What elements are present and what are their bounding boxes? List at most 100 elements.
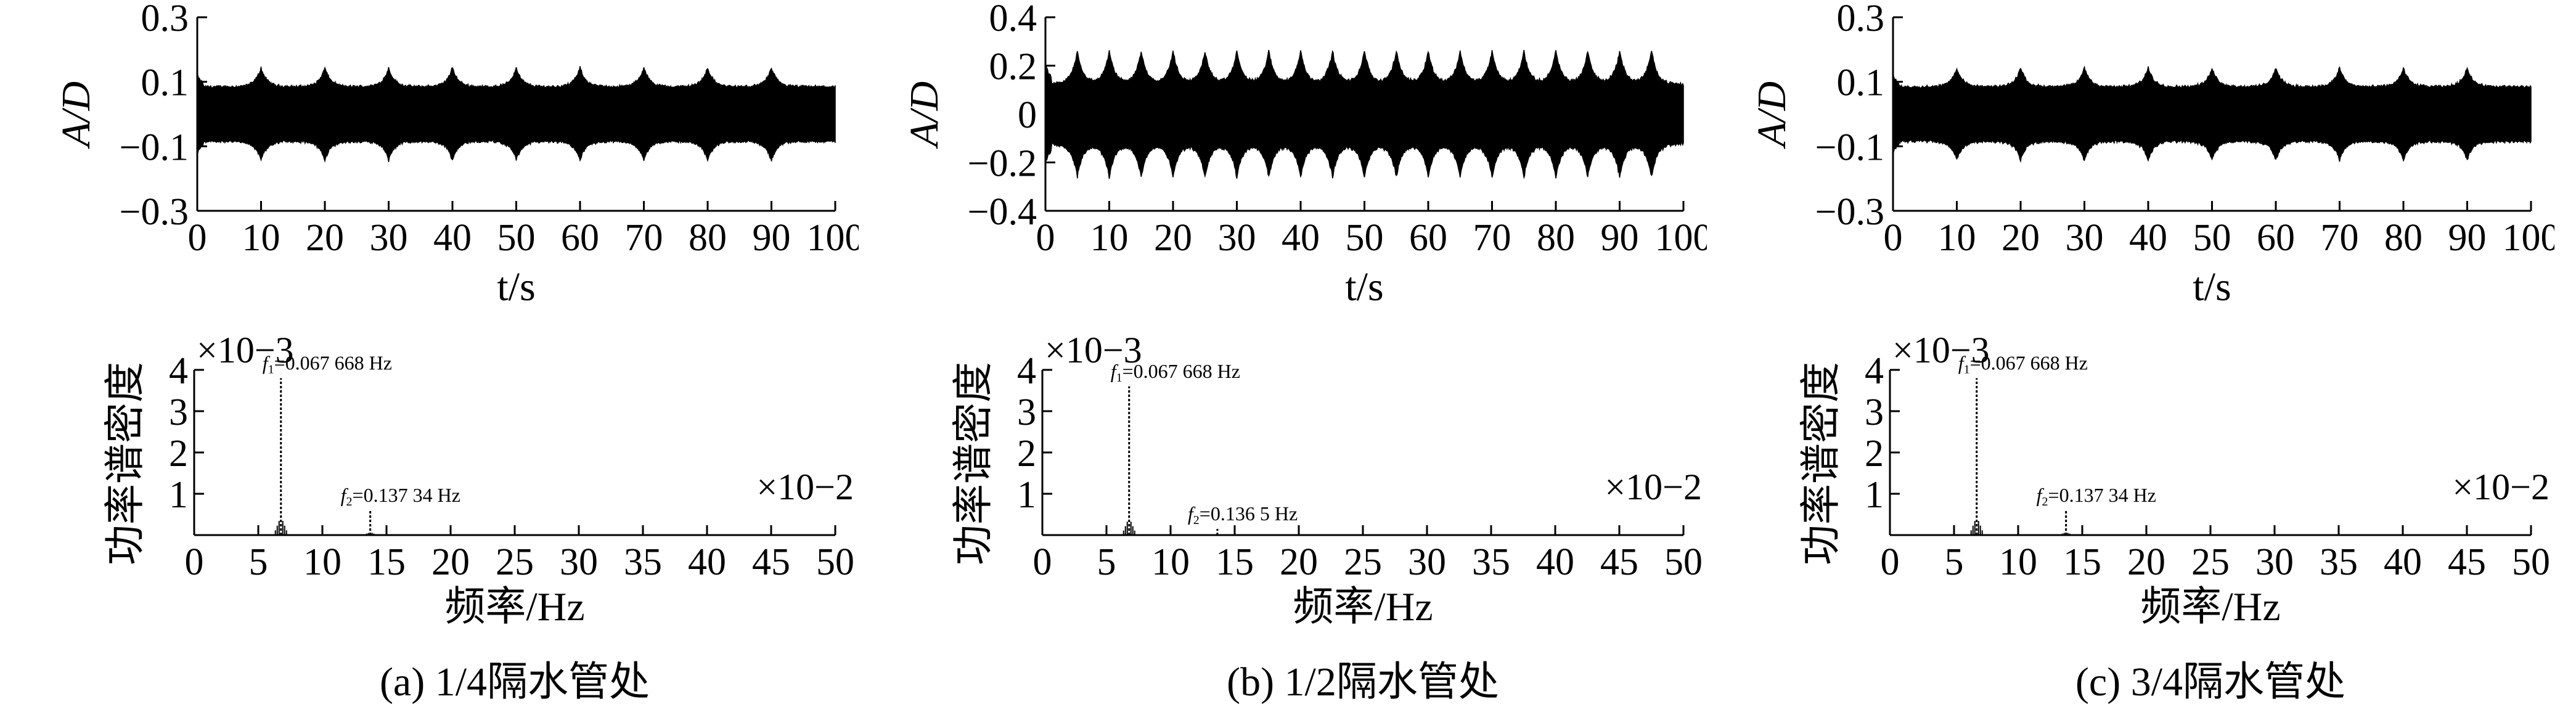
x-tick-label: 80 — [2384, 217, 2423, 259]
time-series-plot: 0 10 20 30 40 50 60 70 80 90 100 −0.3 −0.1 0.1 0.3 A/D t… — [1749, 0, 2554, 309]
figure-caption: (c) 3/4隔水管处 — [2075, 660, 2345, 705]
peak-label-sub: 2 — [2042, 495, 2048, 509]
y-tick-label: 3 — [1017, 391, 1036, 433]
peak-label: f1=0.067 668 Hz — [263, 351, 392, 376]
x-tick-label: 5 — [249, 541, 268, 583]
y-tick-label: 4 — [1017, 350, 1036, 392]
x-tick-label: 15 — [1216, 541, 1254, 583]
x-multiplier-label: ×10−2 — [756, 467, 854, 507]
peak-label: f1=0.067 668 Hz — [1111, 360, 1240, 385]
x-tick-label: 35 — [2320, 541, 2358, 583]
y-tick-label: 4 — [169, 350, 188, 392]
x-tick-label: 100 — [807, 217, 859, 259]
y-tick-label: 0.1 — [1837, 62, 1885, 104]
peak-label-value: =0.137 34 Hz — [2048, 484, 2156, 506]
x-tick-label: 100 — [2503, 217, 2555, 259]
peak-label: f2=0.137 34 Hz — [341, 484, 460, 509]
x-tick-label: 90 — [1601, 217, 1639, 259]
x-tick-label: 10 — [1938, 217, 1976, 259]
x-tick-label: 20 — [431, 541, 470, 583]
x-tick-label: 20 — [1154, 217, 1192, 259]
y-tick-label: 1 — [1865, 474, 1884, 516]
panel-a: 0 10 20 30 40 50 60 70 80 90 100−0.3−0.10.10.3A/Dt… — [54, 0, 859, 705]
y-tick-label: 0.2 — [989, 46, 1037, 88]
panel-c: 0 10 20 30 40 50 60 70 80 90 100−0.3−0.10.10.3A/Dt… — [1749, 0, 2554, 705]
x-tick-label: 20 — [2002, 217, 2040, 259]
x-multiplier-label: ×10−2 — [1605, 467, 1702, 507]
peak-label-value: =0.067 668 Hz — [274, 351, 392, 374]
x-tick-label: 50 — [2193, 217, 2231, 259]
y-tick-label: 2 — [1017, 433, 1036, 475]
y-tick-label: −0.3 — [1815, 191, 1884, 233]
x-axis-title: 频率/Hz — [444, 584, 584, 629]
x-tick-label: 70 — [1473, 217, 1511, 259]
x-tick-label: 10 — [242, 217, 280, 259]
x-tick-label: 100 — [1655, 217, 1707, 259]
x-axis-title: 频率/Hz — [2140, 584, 2280, 629]
figure-caption: (b) 1/2隔水管处 — [1227, 660, 1499, 705]
x-tick-label: 10 — [303, 541, 341, 583]
x-tick-label: 35 — [624, 541, 662, 583]
x-tick-label: 0 — [1881, 541, 1900, 583]
displacement-series — [1045, 49, 1684, 179]
panel-b: 0 10 20 30 40 50 60 70 80 90 100−0.4−0.200.20.4A/D… — [902, 0, 1707, 705]
y-tick-label: 1 — [1017, 474, 1036, 516]
x-tick-label: 50 — [816, 541, 854, 583]
y-tick-label: −0.1 — [1815, 126, 1884, 168]
displacement-series — [1892, 65, 2532, 163]
x-tick-label: 20 — [306, 217, 344, 259]
x-tick-label: 50 — [1346, 217, 1384, 259]
y-axis-title: A/D — [902, 81, 947, 149]
x-multiplier-label: ×10−2 — [2452, 467, 2549, 507]
y-tick-label: 2 — [169, 433, 188, 475]
figure-caption: (a) 1/4隔水管处 — [380, 660, 650, 705]
time-series-plot: 0 10 20 30 40 50 60 70 80 90 100 −0.3 −0.1 0.1 0.3 A/D t… — [54, 0, 859, 309]
peak-label-value: =0.067 668 Hz — [1122, 360, 1240, 382]
x-tick-label: 70 — [625, 217, 663, 259]
x-tick-label: 30 — [2066, 217, 2104, 259]
x-tick-label: 15 — [2063, 541, 2101, 583]
y-axis-title: 功率谱密度 — [951, 362, 996, 565]
y-axis-title: 功率谱密度 — [103, 362, 148, 565]
y-multiplier-label: ×10−3 — [197, 330, 294, 370]
peak-label-sub: 2 — [1193, 514, 1200, 527]
peak-label-sub: 2 — [346, 495, 353, 509]
peak-label: f2=0.137 34 Hz — [2037, 484, 2156, 509]
x-tick-label: 30 — [560, 541, 598, 583]
x-axis-title: t/s — [2193, 264, 2231, 309]
peak-label-value: =0.137 34 Hz — [353, 484, 460, 506]
x-tick-label: 45 — [752, 541, 790, 583]
y-multiplier-label: ×10−3 — [1892, 330, 1990, 370]
x-tick-label: 5 — [1097, 541, 1116, 583]
y-tick-label: 2 — [1865, 433, 1884, 475]
y-tick-label: 0.1 — [141, 62, 189, 104]
y-tick-label: 0.4 — [989, 0, 1037, 39]
y-tick-label: −0.4 — [968, 191, 1037, 233]
x-tick-label: 30 — [2255, 541, 2294, 583]
x-tick-label: 35 — [1472, 541, 1510, 583]
time-series-plot: 0 10 20 30 40 50 60 70 80 90 100 −0.4 −0.2 0 0.2 0.4 A/D… — [902, 0, 1707, 309]
y-tick-label: 3 — [1865, 391, 1884, 433]
y-multiplier-label: ×10−3 — [1045, 330, 1142, 370]
x-tick-label: 25 — [2191, 541, 2230, 583]
x-tick-label: 60 — [1409, 217, 1447, 259]
y-tick-label: 3 — [169, 391, 188, 433]
x-tick-label: 10 — [1090, 217, 1129, 259]
peak-label: f2=0.136 5 Hz — [1188, 502, 1298, 527]
x-tick-label: 45 — [1600, 541, 1638, 583]
x-tick-label: 0 — [1036, 217, 1055, 259]
x-tick-label: 60 — [561, 217, 599, 259]
peak-label-sub: 1 — [268, 362, 274, 376]
displacement-series — [197, 66, 836, 163]
x-tick-label: 80 — [689, 217, 727, 259]
x-tick-label: 0 — [1033, 541, 1052, 583]
x-tick-label: 25 — [496, 541, 534, 583]
x-axis-title: 频率/Hz — [1293, 584, 1433, 629]
x-tick-label: 0 — [188, 217, 207, 259]
x-tick-label: 40 — [2384, 541, 2422, 583]
y-axis-title: 功率谱密度 — [1799, 362, 1844, 565]
peak-label-value: =0.136 5 Hz — [1200, 502, 1298, 525]
x-tick-label: 90 — [753, 217, 791, 259]
y-tick-label: 4 — [1865, 350, 1884, 392]
